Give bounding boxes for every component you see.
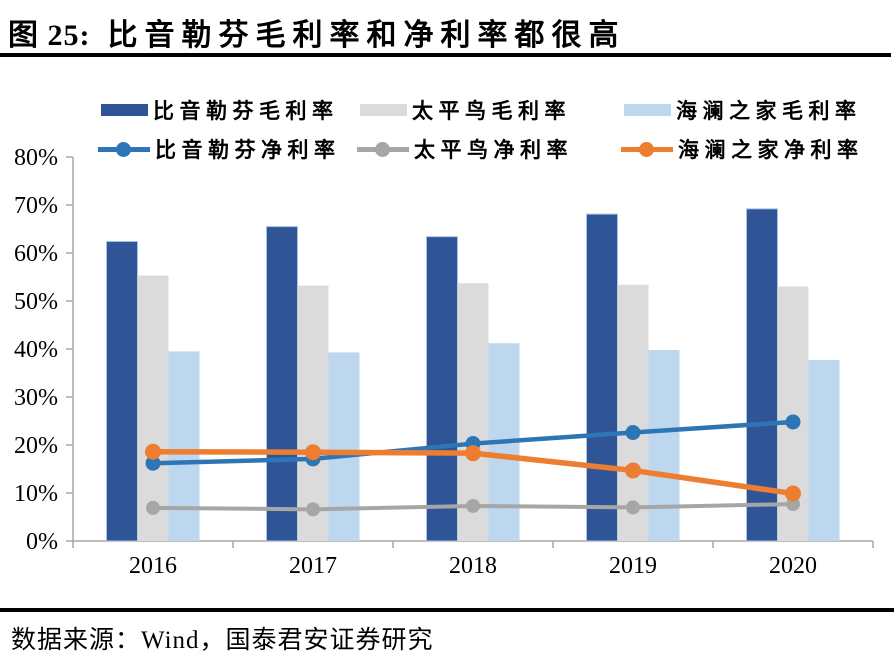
source-divider (0, 608, 894, 612)
marker-hailanzhijia-net-2017 (305, 444, 321, 461)
marker-hailanzhijia-net-2018 (465, 445, 481, 462)
y-axis-tick-label: 70% (14, 193, 58, 219)
y-axis-tick-label: 40% (14, 337, 58, 363)
x-axis-tick-label: 2016 (129, 553, 177, 579)
bar-hailanzhijia-gross-2020 (808, 360, 840, 541)
y-axis-tick-label: 80% (14, 145, 58, 171)
bar-hailanzhijia-gross-2017 (328, 352, 360, 541)
marker-biyinlefen-net-2016 (145, 455, 161, 471)
bar-biyinlefen-gross-2017 (266, 226, 298, 542)
bar-taipingniao-gross-2018 (457, 283, 489, 541)
marker-hailanzhijia-net-2020 (785, 485, 801, 502)
x-axis-tick-label: 2019 (609, 553, 657, 579)
bar-hailanzhijia-gross-2019 (648, 349, 680, 541)
marker-taipingniao-net-2016 (146, 500, 160, 515)
marker-taipingniao-net-2017 (306, 502, 320, 517)
y-axis-tick-label: 0% (26, 529, 58, 555)
marker-taipingniao-net-2019 (626, 500, 640, 515)
y-axis-tick-label: 60% (14, 241, 58, 267)
figure-caption: 图 25: 比音勒芬毛利率和净利率都很高 (8, 10, 626, 54)
marker-biyinlefen-net-2019 (625, 425, 641, 441)
bar-biyinlefen-gross-2016 (106, 240, 138, 542)
marker-taipingniao-net-2018 (466, 498, 480, 513)
bar-biyinlefen-gross-2019 (586, 213, 618, 542)
x-axis-tick-label: 2020 (769, 553, 817, 579)
marker-hailanzhijia-net-2019 (625, 462, 641, 479)
bar-taipingniao-gross-2019 (617, 284, 649, 541)
bar-taipingniao-gross-2016 (137, 275, 169, 541)
figure-number: 图 25: (8, 19, 91, 52)
title-divider (0, 53, 891, 57)
y-axis-tick-label: 50% (14, 289, 58, 315)
margin-combo-chart: 0% 10% 20% 30% 40% 50% 60% 70% 80% 2016 2017 2018 20… (14, 145, 874, 579)
data-source: 数据来源：Wind，国泰君安证券研究 (11, 627, 434, 654)
y-axis-tick-label: 30% (14, 385, 58, 411)
y-axis-tick-label: 20% (14, 433, 58, 459)
bar-hailanzhijia-gross-2016 (168, 351, 200, 541)
bar-taipingniao-gross-2017 (297, 285, 329, 541)
figure-title: 比音勒芬毛利率和净利率都很高 (107, 19, 626, 52)
x-axis-tick-label: 2017 (289, 553, 337, 579)
marker-biyinlefen-net-2020 (785, 414, 801, 430)
marker-hailanzhijia-net-2016 (145, 443, 161, 460)
y-axis-tick-label: 10% (14, 481, 58, 507)
bar-biyinlefen-gross-2018 (426, 236, 458, 542)
x-axis-tick-label: 2018 (449, 553, 497, 579)
